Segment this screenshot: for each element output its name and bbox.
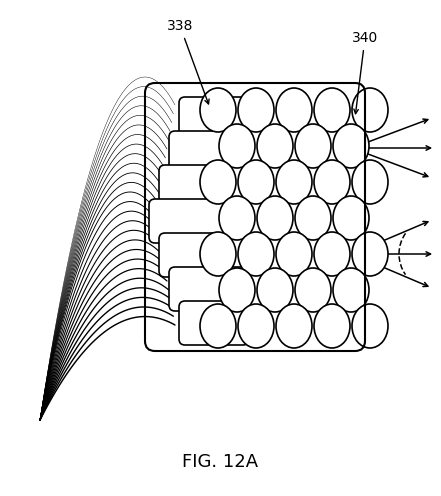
Ellipse shape	[333, 124, 369, 168]
Ellipse shape	[238, 160, 274, 204]
Ellipse shape	[314, 232, 350, 276]
Ellipse shape	[276, 88, 312, 132]
Ellipse shape	[238, 232, 274, 276]
Ellipse shape	[295, 268, 331, 312]
Ellipse shape	[200, 160, 236, 204]
Ellipse shape	[352, 88, 388, 132]
Ellipse shape	[219, 124, 255, 168]
Ellipse shape	[295, 124, 331, 168]
Ellipse shape	[276, 160, 312, 204]
Ellipse shape	[314, 88, 350, 132]
Text: 338: 338	[167, 19, 209, 104]
Ellipse shape	[219, 196, 255, 240]
Ellipse shape	[314, 304, 350, 348]
FancyBboxPatch shape	[179, 97, 249, 141]
Ellipse shape	[238, 304, 274, 348]
Ellipse shape	[200, 88, 236, 132]
Ellipse shape	[276, 304, 312, 348]
FancyBboxPatch shape	[169, 131, 249, 175]
Ellipse shape	[352, 160, 388, 204]
Ellipse shape	[295, 196, 331, 240]
Ellipse shape	[257, 196, 293, 240]
Ellipse shape	[276, 232, 312, 276]
Ellipse shape	[314, 160, 350, 204]
Text: FIG. 12A: FIG. 12A	[182, 453, 258, 471]
FancyBboxPatch shape	[169, 267, 249, 311]
Ellipse shape	[352, 232, 388, 276]
Ellipse shape	[333, 196, 369, 240]
Ellipse shape	[257, 268, 293, 312]
Text: 340: 340	[352, 31, 378, 114]
FancyBboxPatch shape	[149, 199, 249, 243]
Ellipse shape	[352, 304, 388, 348]
FancyBboxPatch shape	[159, 233, 249, 277]
Ellipse shape	[257, 124, 293, 168]
Ellipse shape	[238, 88, 274, 132]
Ellipse shape	[219, 268, 255, 312]
Ellipse shape	[333, 268, 369, 312]
FancyBboxPatch shape	[179, 301, 249, 345]
Ellipse shape	[200, 304, 236, 348]
Ellipse shape	[200, 232, 236, 276]
FancyBboxPatch shape	[159, 165, 249, 209]
